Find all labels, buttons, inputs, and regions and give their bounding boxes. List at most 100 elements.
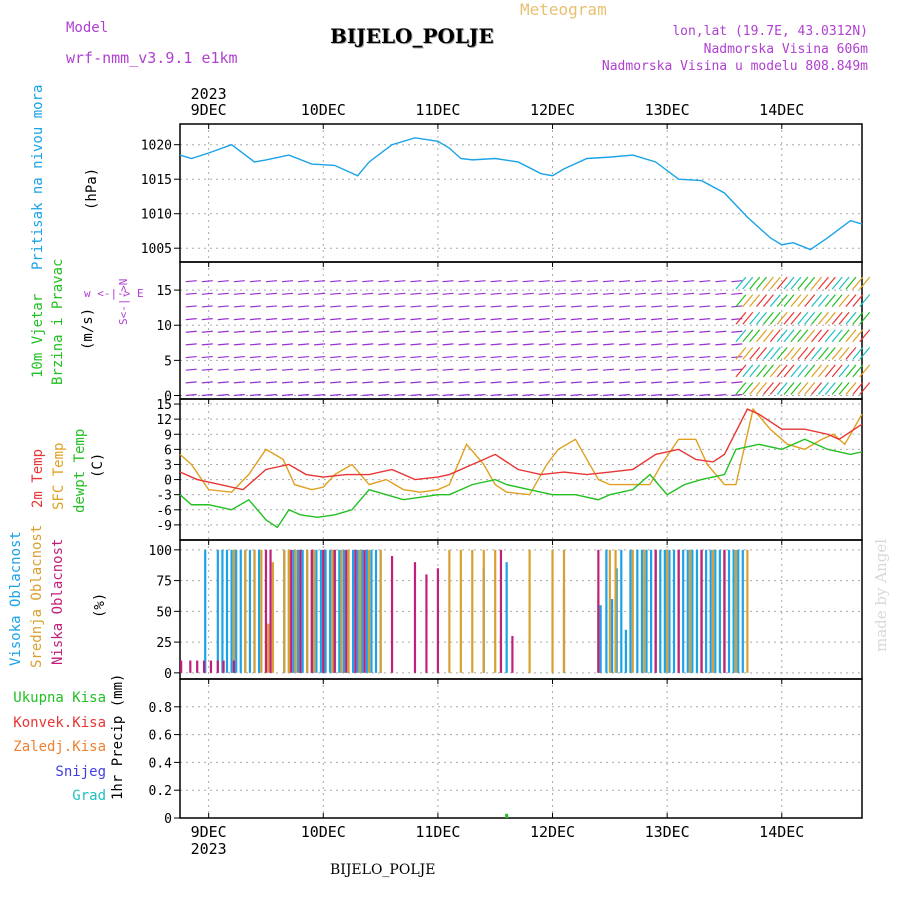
wind-barb — [602, 381, 615, 384]
wind-barb — [330, 355, 342, 359]
wind-barb — [831, 382, 843, 395]
y-tick-label: 25 — [156, 636, 172, 651]
wind-barb — [756, 346, 768, 360]
wind-barb — [394, 393, 406, 397]
wind-barb — [217, 292, 229, 295]
wind-barb — [554, 330, 566, 333]
wind-barb — [586, 330, 598, 333]
wind-barb — [410, 343, 422, 346]
altitude-label: Nadmorska Visina 606m — [703, 42, 868, 57]
low-cloud-bar — [232, 660, 235, 673]
wind-barb — [797, 276, 809, 290]
wind-barb — [281, 318, 294, 321]
low-cloud-bar — [269, 549, 272, 673]
wind-barb — [185, 280, 197, 283]
y-tick-label: 0.6 — [149, 729, 172, 744]
wind-barb — [811, 346, 823, 360]
wind-barb — [442, 292, 454, 295]
wind-barb — [490, 318, 502, 321]
wind-barb — [749, 294, 761, 308]
wind-barb — [769, 311, 781, 325]
wind-barb — [265, 355, 278, 359]
wind-barb — [824, 382, 836, 395]
wind-barb — [731, 330, 743, 333]
wind-barb — [817, 329, 829, 343]
wind-barb — [586, 355, 598, 359]
wind-barb — [458, 343, 470, 346]
wind-barb — [776, 382, 788, 395]
wind-barb — [394, 305, 406, 308]
wind-barb — [634, 381, 647, 384]
high-cloud-bar — [714, 549, 717, 673]
wind-barb — [683, 292, 695, 295]
x-tick-label-bottom: 10DEC — [301, 823, 346, 841]
high-cloud-bar — [605, 549, 608, 673]
wind-barb — [602, 305, 615, 308]
wind-barb — [265, 292, 278, 295]
wind-barb — [490, 343, 502, 346]
wind-barb — [298, 355, 310, 359]
wind-barb — [554, 368, 566, 371]
y-tick-label: 0 — [164, 667, 172, 682]
wind-barb — [233, 381, 245, 384]
low-cloud-bar — [345, 549, 348, 673]
wind-barb — [651, 280, 663, 283]
high-cloud-bar — [370, 549, 373, 673]
precip-legend: Ukupna Kisa Konvek.Kisa Zaledj.Kisa Snijeg G… — [0, 686, 106, 809]
wind-barb — [201, 368, 213, 371]
wind-barb — [458, 318, 470, 321]
wind-barb — [249, 318, 261, 321]
wind-barb — [852, 364, 864, 378]
wind-barb — [762, 382, 774, 395]
wind-barb — [715, 381, 727, 384]
y-tick-label: 75 — [156, 575, 172, 590]
wind-barb — [667, 280, 679, 283]
wind-barb — [804, 329, 816, 343]
x-tick-label-bottom: 14DEC — [759, 823, 804, 841]
wind-barb — [522, 292, 534, 295]
wind-barb — [797, 364, 809, 378]
wind-barb — [362, 355, 374, 359]
wind-barb — [715, 292, 727, 295]
mid-cloud-bar — [358, 549, 362, 673]
mid-cloud-bar — [448, 549, 451, 673]
low-cloud-bar — [511, 635, 514, 673]
wind-barb — [538, 305, 550, 308]
wind-barb — [426, 318, 438, 321]
wind-barb — [426, 355, 438, 359]
wind-barb — [442, 355, 454, 359]
wind-barb — [201, 343, 213, 346]
mid-cloud-bar — [368, 549, 371, 673]
wind-barb — [602, 280, 615, 283]
wind-barb — [667, 318, 679, 321]
wind-barb — [852, 276, 864, 290]
wind-barb — [458, 355, 470, 359]
wind-barb — [683, 330, 695, 333]
wind-barb — [378, 393, 390, 397]
high-cloud-bar — [221, 549, 224, 673]
wind-barb — [538, 381, 550, 384]
high-cloud-bar — [727, 549, 731, 673]
low-cloud-bar — [499, 549, 503, 673]
high-cloud-bar — [296, 549, 300, 673]
wind-barb — [185, 381, 197, 384]
wind-barb — [586, 381, 598, 384]
wind-barb — [776, 311, 788, 325]
wind-barb — [330, 330, 342, 333]
wind-barb — [602, 355, 615, 359]
wind-barb — [618, 318, 631, 321]
wind-barb — [831, 311, 843, 325]
wind-barb — [699, 355, 711, 359]
wind-barb — [522, 355, 534, 359]
wind-barb — [185, 305, 197, 308]
wind-barb — [249, 355, 261, 359]
wind-barb — [538, 368, 550, 371]
mid-cloud-bar — [347, 549, 350, 673]
wind-barb — [185, 330, 197, 333]
high-cloud-bar — [663, 549, 666, 673]
high-cloud-bar — [620, 549, 623, 673]
wind-barb — [201, 393, 213, 397]
wind-barb — [756, 382, 768, 395]
low-cloud-bar — [700, 549, 703, 673]
high-cloud-bar — [732, 549, 735, 673]
